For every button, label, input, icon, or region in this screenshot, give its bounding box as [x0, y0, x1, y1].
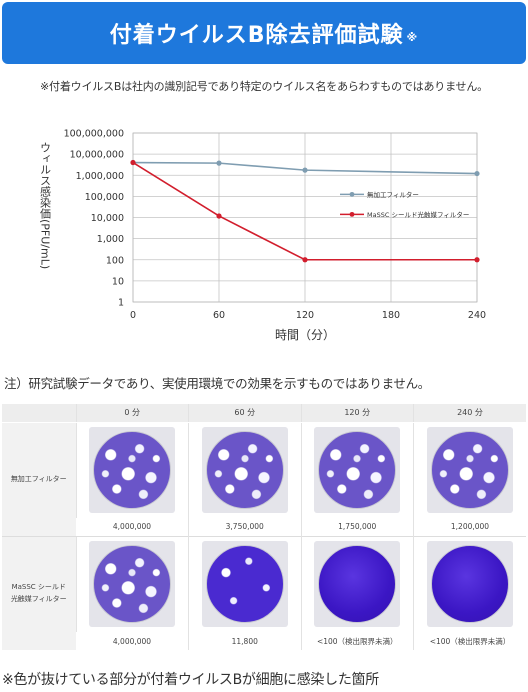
data-point	[302, 257, 308, 263]
petri-dish-image	[300, 422, 414, 518]
row-label-massc: MaSSC シールド 光触媒フィルター	[2, 535, 76, 650]
petri-dish-image	[75, 535, 189, 632]
y-tick-label: 10,000,000	[70, 150, 124, 161]
y-tick-label: 1,000,000	[76, 171, 124, 182]
value-cell: 4,000,000	[112, 636, 152, 646]
title-banner: 付着ウイルスB除去評価試験 ※	[2, 2, 526, 64]
column-header: 0 分	[75, 404, 189, 423]
petri-dish-image	[188, 535, 301, 632]
disclaimer-note: 注）研究試験データであり、実使用環境での効果を示すものではありません。	[4, 376, 431, 391]
infectivity-line-chart: 1 10 100 1,000 10,000 100,000 1,000,000 10,000,…	[39, 129, 487, 343]
value-cell: 1,750,000	[300, 518, 414, 536]
row-label-line: MaSSC シールド	[11, 583, 66, 592]
x-axis-label: 時間（分）	[275, 328, 335, 342]
row-label-line: 光触媒フィルター	[10, 595, 67, 604]
plot-frame	[132, 132, 478, 303]
table-row: 4,000,000 11,800 <100（検出限界未満） <100（検出限界未…	[2, 632, 526, 650]
y-tick-label: 100,000	[85, 192, 124, 203]
value-cell: <100（検出限界未満）	[300, 632, 414, 650]
value-cell: 1,200,000	[413, 518, 526, 536]
series-line	[132, 161, 477, 261]
legend-label: MaSSC シールド光触媒フィルター	[367, 210, 469, 219]
title-footnote-mark: ※	[406, 30, 419, 44]
y-tick-label: 1,000	[97, 234, 124, 245]
legend-marker	[349, 191, 355, 197]
data-point	[474, 170, 480, 177]
petri-dish-image	[75, 422, 189, 518]
data-point	[216, 160, 222, 166]
petri-dish-image	[188, 422, 301, 518]
results-table: 0 分 60 分 120 分 240 分 無加工フィルター 4,000,000 …	[2, 404, 526, 650]
table-header-row: 0 分 60 分 120 分 240 分	[2, 404, 526, 423]
x-tick-label: 60	[213, 310, 225, 321]
value-cell: 3,750,000	[188, 518, 301, 536]
y-tick-label: 100,000,000	[64, 129, 124, 140]
data-point	[474, 257, 480, 263]
column-header: 120 分	[300, 404, 414, 423]
data-point	[130, 159, 136, 166]
table-row: MaSSC シールド 光触媒フィルター	[2, 535, 526, 650]
series-line	[132, 161, 478, 175]
x-tick-label: 120	[296, 310, 314, 321]
y-axis-label: ウィルス感染価(PFU/mL)	[39, 142, 52, 269]
x-tick-label: 0	[130, 310, 136, 321]
petri-dish-image	[413, 422, 526, 518]
x-tick-label: 180	[382, 310, 400, 321]
petri-dish-image	[413, 535, 526, 632]
table-row: 無加工フィルター	[2, 422, 526, 536]
value-cell: <100（検出限界未満）	[413, 632, 526, 650]
data-point	[302, 167, 308, 173]
table-corner-cell	[2, 404, 76, 423]
y-tick-label: 1	[118, 298, 124, 309]
page-title: 付着ウイルスB除去評価試験	[109, 23, 404, 48]
legend-marker	[349, 211, 355, 217]
plaque-explanation-note: ※色が抜けている部分が付着ウイルスBが細胞に感染した箇所	[2, 672, 379, 688]
identifier-note: ※付着ウイルスBは社内の識別記号であり特定のウイルス名をあらわすものではありませ…	[40, 80, 488, 93]
column-header: 60 分	[188, 404, 301, 423]
y-tick-label: 100	[106, 255, 124, 266]
value-cell: 11,800	[188, 632, 301, 650]
x-tick-label: 240	[468, 310, 486, 321]
petri-dish-image	[300, 535, 414, 632]
table-row: 4,000,000 3,750,000 1,750,000 1,200,000	[2, 518, 526, 536]
value-cell: 4,000,000	[112, 522, 152, 532]
data-point	[216, 213, 222, 219]
y-tick-label: 10,000	[91, 213, 124, 224]
legend-label: 無加工フィルター	[367, 190, 419, 199]
y-tick-label: 10	[112, 276, 124, 287]
column-header: 240 分	[413, 404, 526, 423]
row-label-untreated: 無加工フィルター	[2, 422, 76, 536]
